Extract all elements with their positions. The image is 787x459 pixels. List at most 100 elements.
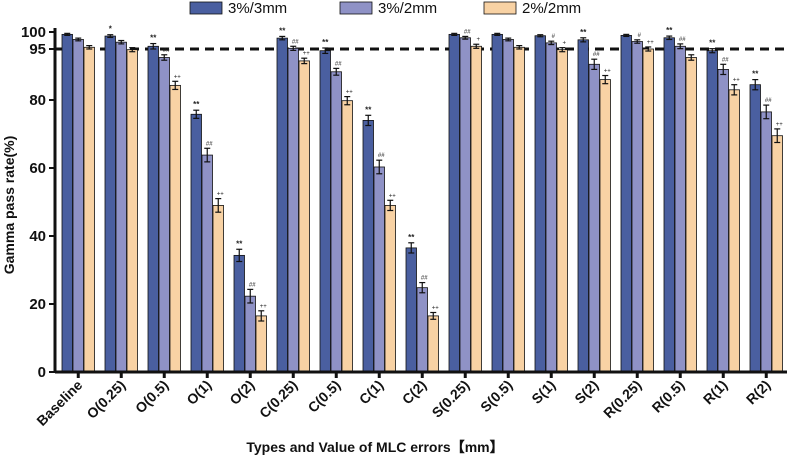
significance-mark: ** [580, 28, 587, 37]
x-tick-label: C(0.5) [305, 377, 344, 416]
bar [427, 315, 439, 373]
bar [717, 69, 729, 373]
significance-mark: + [476, 37, 480, 43]
bar [126, 49, 138, 373]
y-tick-label: 20 [29, 296, 46, 313]
x-tick-label: Baseline [33, 377, 85, 429]
bar [674, 45, 686, 373]
x-tick-label: S(2) [571, 377, 601, 407]
significance-mark: ++ [260, 304, 268, 310]
bar [190, 113, 202, 373]
bar [663, 37, 675, 373]
significance-mark: ++ [432, 306, 440, 312]
x-tick-label: O(1) [183, 377, 214, 408]
legend-label: 2%/2mm [522, 0, 581, 17]
significance-mark: * [109, 25, 113, 34]
x-tick-label: S(0.25) [429, 377, 473, 421]
bar [491, 33, 503, 373]
bar [728, 89, 740, 373]
bar [502, 39, 514, 373]
significance-mark: ## [163, 48, 170, 54]
bar [706, 50, 718, 373]
bar [631, 41, 643, 373]
bar [771, 135, 783, 373]
bar [373, 166, 385, 373]
x-tick-label: C(0.25) [256, 377, 300, 421]
legend-swatch [339, 1, 373, 15]
significance-mark: ** [193, 100, 200, 109]
y-tick-label: 80 [29, 92, 46, 109]
significance-mark: ## [206, 141, 213, 147]
bar [384, 204, 396, 373]
bar [104, 35, 116, 373]
significance-mark: ## [249, 282, 256, 288]
x-tick-label: C(1) [356, 377, 387, 408]
significance-mark: # [638, 33, 642, 39]
significance-mark: ++ [346, 90, 354, 96]
significance-mark: ## [378, 153, 385, 159]
bar [147, 45, 159, 373]
bar [470, 45, 482, 373]
bar [201, 154, 213, 373]
bar [298, 60, 310, 373]
bar [416, 287, 428, 373]
x-tick-label: S(1) [528, 377, 558, 407]
bar [341, 100, 353, 373]
bar [244, 295, 256, 373]
x-tick-label: O(2) [226, 377, 257, 408]
significance-mark: ++ [389, 193, 397, 199]
significance-mark: ## [335, 61, 342, 67]
bar [448, 33, 460, 373]
bar [61, 33, 73, 373]
significance-mark: ** [752, 70, 759, 79]
bar [72, 39, 84, 373]
legend-swatch [483, 1, 517, 15]
x-tick-label: O(0.25) [83, 377, 128, 422]
significance-mark: ++ [217, 192, 225, 198]
bar [459, 37, 471, 373]
x-tick-label: R(0.5) [649, 377, 688, 416]
y-tick-label: 100 [21, 24, 46, 41]
bar [556, 49, 568, 373]
bar [577, 39, 589, 373]
bar [158, 57, 170, 373]
significance-mark: ++ [776, 122, 784, 128]
y-tick-label: 95 [29, 41, 46, 58]
y-tick-label: 0 [38, 364, 46, 381]
bar [599, 79, 611, 373]
bar [255, 315, 267, 373]
bar [319, 50, 331, 373]
significance-mark: ++ [303, 51, 311, 57]
significance-mark: ++ [733, 78, 741, 84]
bar [513, 46, 525, 373]
significance-mark: + [562, 41, 566, 47]
bar [749, 84, 761, 373]
significance-mark: ## [421, 276, 428, 282]
legend-swatch [189, 1, 223, 15]
significance-mark: ## [765, 98, 772, 104]
bar [545, 42, 557, 373]
x-tick-label: C(2) [399, 377, 430, 408]
bar [83, 46, 95, 373]
bar [362, 120, 374, 373]
bar [405, 247, 417, 373]
significance-mark: ** [279, 26, 286, 35]
bars: ***##++**##++**##++**##++**##++**##++**#… [61, 25, 784, 373]
x-tick-label: S(0.5) [477, 377, 515, 415]
x-axis-title: Types and Value of MLC errors【mm】 [246, 439, 503, 455]
x-tick-label: R(1) [700, 377, 731, 408]
significance-mark: ** [150, 34, 157, 43]
significance-mark: ++ [647, 40, 655, 46]
significance-mark: ++ [604, 69, 612, 75]
bar [233, 254, 245, 373]
bar [115, 41, 127, 373]
significance-mark: ## [679, 37, 686, 43]
significance-mark: ## [593, 52, 600, 58]
significance-mark: ## [292, 39, 299, 45]
legend-label: 3%/3mm [228, 0, 287, 17]
significance-mark: ** [408, 233, 415, 242]
significance-mark: ** [236, 239, 243, 248]
significance-mark: ## [722, 57, 729, 63]
significance-mark: ** [709, 39, 716, 48]
